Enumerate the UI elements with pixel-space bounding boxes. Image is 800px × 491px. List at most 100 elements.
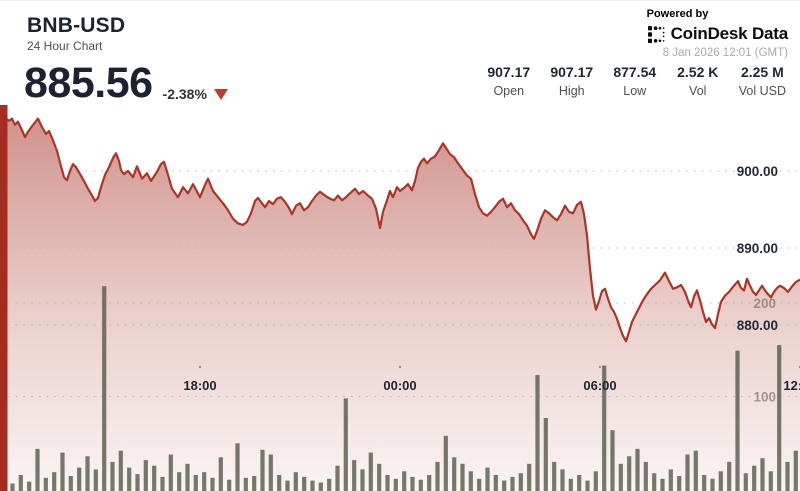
volume-bar xyxy=(643,461,648,491)
volume-bar xyxy=(652,473,657,491)
volume-bar xyxy=(427,475,432,491)
volume-bar xyxy=(718,471,723,491)
volume-bar xyxy=(10,483,15,491)
volume-bar xyxy=(577,475,582,491)
volume-bar xyxy=(527,463,532,491)
volume-bar xyxy=(677,476,682,491)
volume-bar xyxy=(693,450,698,491)
volume-bar xyxy=(218,457,223,491)
volume-bar xyxy=(685,454,690,491)
volume-bar xyxy=(268,454,273,491)
volume-bar xyxy=(293,472,298,491)
stat-label: Open xyxy=(493,84,525,98)
quote-timestamp: 8 Jan 2026 12:01 (GMT) xyxy=(662,47,788,59)
stat-volume: 2.52 K Vol xyxy=(676,64,720,98)
volume-bar xyxy=(177,472,182,491)
volume-bar xyxy=(252,476,257,491)
coindesk-brand-link[interactable]: CoinDesk Data xyxy=(647,24,788,44)
chart-period-subtitle: 24 Hour Chart xyxy=(27,39,103,54)
volume-bar xyxy=(418,479,423,491)
volume-bar xyxy=(360,469,365,491)
volume-bar xyxy=(210,477,215,491)
volume-bar xyxy=(285,480,290,491)
price-axis-label: 880.00 xyxy=(737,318,778,333)
volume-bar xyxy=(27,481,32,491)
volume-bar xyxy=(18,475,23,491)
volume-bar xyxy=(60,452,65,491)
volume-bar xyxy=(202,472,207,491)
volume-bar xyxy=(460,463,465,491)
volume-bar xyxy=(510,476,515,491)
volume-bar xyxy=(393,478,398,491)
volume-bar xyxy=(502,480,507,491)
volume-bar xyxy=(52,472,57,491)
volume-bar xyxy=(452,457,457,491)
price-change-percent: -2.38% xyxy=(162,86,207,102)
volume-bar xyxy=(235,443,240,491)
volume-bar xyxy=(185,463,190,491)
volume-bar xyxy=(552,461,557,491)
powered-by-label: Powered by xyxy=(646,8,709,20)
stat-value: 877.54 xyxy=(613,64,657,80)
volume-bar xyxy=(485,467,490,491)
volume-bar xyxy=(785,461,790,491)
stat-value: 2.25 M xyxy=(740,64,784,80)
volume-bar xyxy=(143,460,148,491)
volume-bar xyxy=(352,460,357,491)
volume-bar xyxy=(43,477,48,491)
current-price: 885.56 xyxy=(24,59,153,107)
volume-bar xyxy=(118,450,123,491)
brand-name: CoinDesk Data xyxy=(670,24,789,43)
volume-bar xyxy=(760,458,765,491)
volume-bar xyxy=(618,463,623,491)
volume-bar xyxy=(635,448,640,491)
volume-axis-label: 200 xyxy=(753,296,776,311)
volume-bar xyxy=(193,475,198,491)
volume-bar xyxy=(727,461,732,491)
header-left: BNB-USD 24 Hour Chart xyxy=(27,14,125,53)
volume-bar xyxy=(560,469,565,491)
volume-bar xyxy=(127,467,132,491)
stat-low: 877.54 Low xyxy=(613,64,657,98)
time-axis-label: 06:00 xyxy=(583,378,616,393)
volume-bar xyxy=(93,469,98,491)
volume-bar xyxy=(377,463,382,491)
volume-bar xyxy=(768,471,773,491)
stat-value: 907.17 xyxy=(487,64,531,80)
price-line xyxy=(0,114,800,343)
stat-label: Vol USD xyxy=(738,84,786,98)
volume-bar xyxy=(543,418,548,491)
volume-bar xyxy=(493,475,498,491)
volume-bar xyxy=(743,473,748,491)
volume-bar xyxy=(368,452,373,491)
volume-bar xyxy=(435,461,440,491)
stat-label: Low xyxy=(623,84,647,98)
stat-volume-usd: 2.25 M Vol USD xyxy=(739,64,786,98)
stat-open: 907.17 Open xyxy=(487,64,531,98)
volume-bar xyxy=(102,286,107,491)
x-tick-dot xyxy=(598,365,602,369)
price-axis-label: 900.00 xyxy=(737,164,778,179)
coindesk-logo-icon xyxy=(647,25,665,43)
volume-bar xyxy=(627,456,632,491)
volume-bar xyxy=(777,345,782,491)
volume-bar xyxy=(610,430,615,491)
volume-bar xyxy=(243,477,248,491)
stat-value: 907.17 xyxy=(550,64,594,80)
price-axis-label: 890.00 xyxy=(737,241,778,256)
stat-high: 907.17 High xyxy=(550,64,594,98)
volume-bar xyxy=(660,478,665,491)
volume-bar xyxy=(477,478,482,491)
price-row: 885.56 -2.38% xyxy=(24,62,228,105)
volume-bar xyxy=(710,478,715,491)
time-axis-label: 00:00 xyxy=(383,378,416,393)
volume-bar xyxy=(568,478,573,491)
volume-bar xyxy=(310,480,315,491)
volume-bar xyxy=(152,465,157,491)
volume-bar xyxy=(302,476,307,491)
volume-bar xyxy=(227,479,232,491)
volume-bar xyxy=(160,476,165,491)
stat-value: 2.52 K xyxy=(677,64,719,80)
